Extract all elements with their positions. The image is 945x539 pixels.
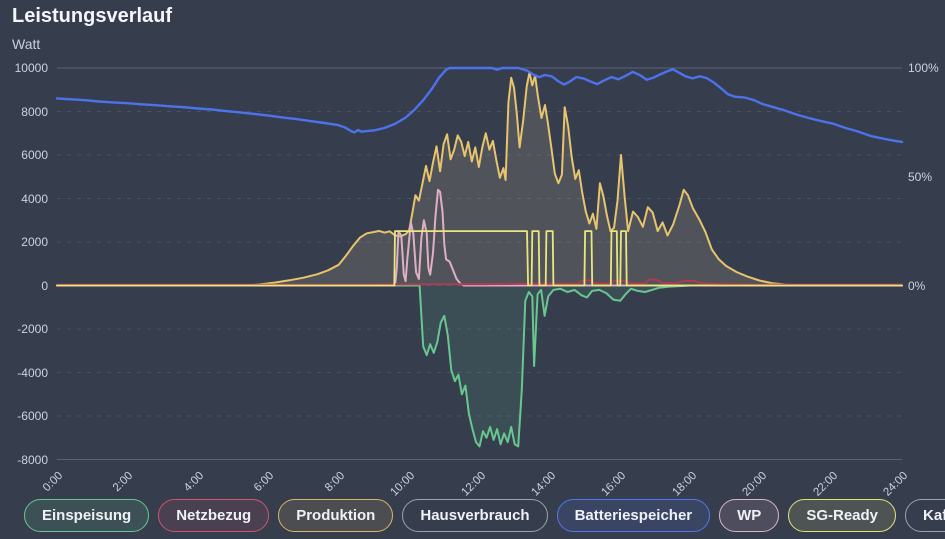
legend-button-kaffee-maschine[interactable]: Kaffee Maschine [905, 499, 945, 532]
sg_ready-series [56, 230, 903, 287]
legend-button-produktion[interactable]: Produktion [278, 499, 394, 532]
legend-button-netzbezug[interactable]: Netzbezug [158, 499, 270, 532]
y-tick-label: 4000 [21, 191, 48, 206]
wp-series [56, 188, 903, 287]
y-tick-label: -2000 [17, 322, 48, 336]
page-title: Leistungsverlauf [12, 5, 173, 27]
legend-button-wp[interactable]: WP [719, 499, 780, 532]
legend-button-sg-ready[interactable]: SG-Ready [788, 499, 897, 532]
percent-tick-label: 0% [908, 278, 926, 293]
y-tick-label: -6000 [17, 409, 48, 423]
produktion-area [57, 72, 902, 286]
y-tick-label: 6000 [21, 148, 48, 162]
einspeisung-series [56, 284, 903, 448]
percent-tick-label: 50% [908, 169, 933, 184]
einspeisung-area [57, 285, 902, 447]
y-tick-label: 0 [41, 278, 48, 293]
y-tick-label: 10000 [14, 61, 48, 75]
percent-tick-label: 100% [908, 61, 939, 75]
y-axis-unit-label: Watt [12, 36, 41, 52]
legend-button-hausverbrauch[interactable]: Hausverbrauch [402, 499, 548, 532]
chart-legend: Einspeisung Netzbezug Produktion Hausverbra… [24, 499, 945, 532]
y-tick-label: 2000 [21, 235, 48, 249]
legend-button-einspeisung[interactable]: Einspeisung [24, 499, 150, 532]
batteriespeicher-series [55, 66, 904, 144]
y-tick-label: 8000 [21, 104, 48, 119]
y-tick-label: -4000 [17, 365, 48, 380]
legend-button-batteriespeicher[interactable]: Batteriespeicher [556, 499, 711, 532]
y-tick-label: -8000 [17, 452, 48, 467]
